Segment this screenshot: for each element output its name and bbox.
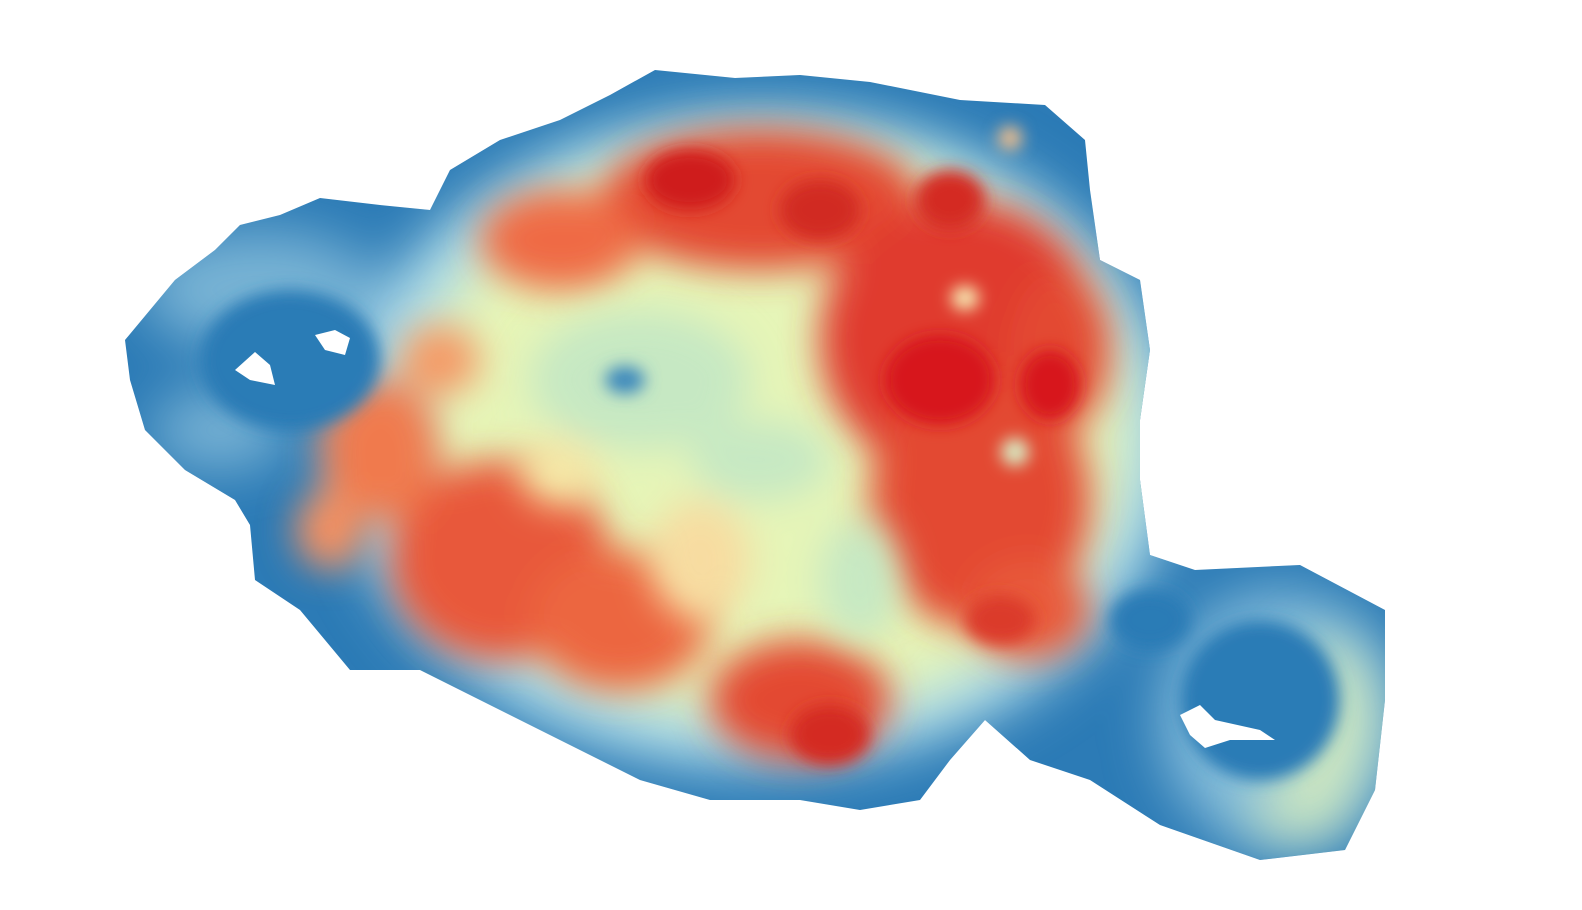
density-peak-layer (645, 150, 1080, 765)
no-data-gaps (235, 330, 1275, 748)
density-valley-core-layer (605, 126, 1029, 466)
